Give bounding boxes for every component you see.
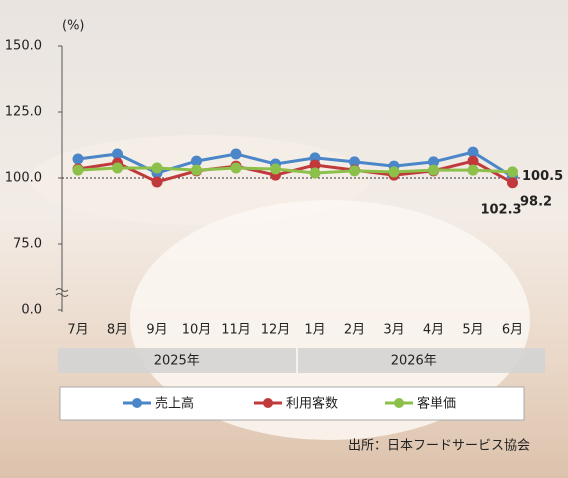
y-tick-label: 75.0 [13,237,42,252]
point [230,162,242,174]
end-value-label: 100.5 [522,169,563,184]
legend-label: 売上高 [155,396,194,412]
point [151,162,163,174]
axis-break [55,288,69,297]
year-label: 2025年 [154,354,200,369]
end-value-label: 102.3 [480,203,521,218]
x-tick-label: 1月 [304,323,325,338]
point [191,155,202,167]
point [349,165,360,177]
point [112,148,123,160]
point [151,176,163,188]
point [230,148,242,160]
x-tick-label: 4月 [423,323,444,338]
legend-label: 利用客数 [286,396,338,412]
y-tick-label: 150.0 [5,39,42,54]
point [467,164,479,176]
point [349,156,360,168]
point [388,166,400,178]
legend-marker [263,398,273,408]
point [72,153,84,165]
x-tick-label: 10月 [182,323,212,338]
point [507,177,518,189]
y-tick-label: 0.0 [21,303,42,318]
unit-label: (%) [62,19,85,34]
point [72,164,84,176]
end-value-label: 98.2 [520,195,552,210]
x-tick-label: 11月 [221,323,251,338]
year-label: 2026年 [391,354,437,369]
year-band [58,348,296,373]
point [507,166,518,178]
x-tick-label: 9月 [146,323,167,338]
point [112,162,123,174]
series-line [77,166,513,175]
point [191,164,202,176]
x-tick-label: 8月 [107,323,128,338]
x-tick-label: 3月 [383,323,404,338]
x-tick-label: 6月 [502,323,523,338]
point [309,159,321,171]
x-tick-label: 7月 [67,323,88,338]
plate-shape [130,200,530,440]
legend-label: 客単価 [417,396,456,412]
point [428,156,439,168]
year-band [298,348,545,373]
x-tick-label: 2月 [344,323,365,338]
y-tick-label: 100.0 [5,171,42,186]
point [270,163,281,175]
x-tick-label: 5月 [462,323,483,338]
point [467,155,479,167]
y-tick-label: 125.0 [5,105,42,120]
legend-marker [394,398,404,408]
point [309,167,321,179]
source: 出所：日本フードサービス協会 [348,439,530,454]
point [428,164,439,176]
x-tick-label: 12月 [261,323,291,338]
series-line [77,150,514,178]
point [467,146,479,158]
legend-marker [132,398,142,408]
